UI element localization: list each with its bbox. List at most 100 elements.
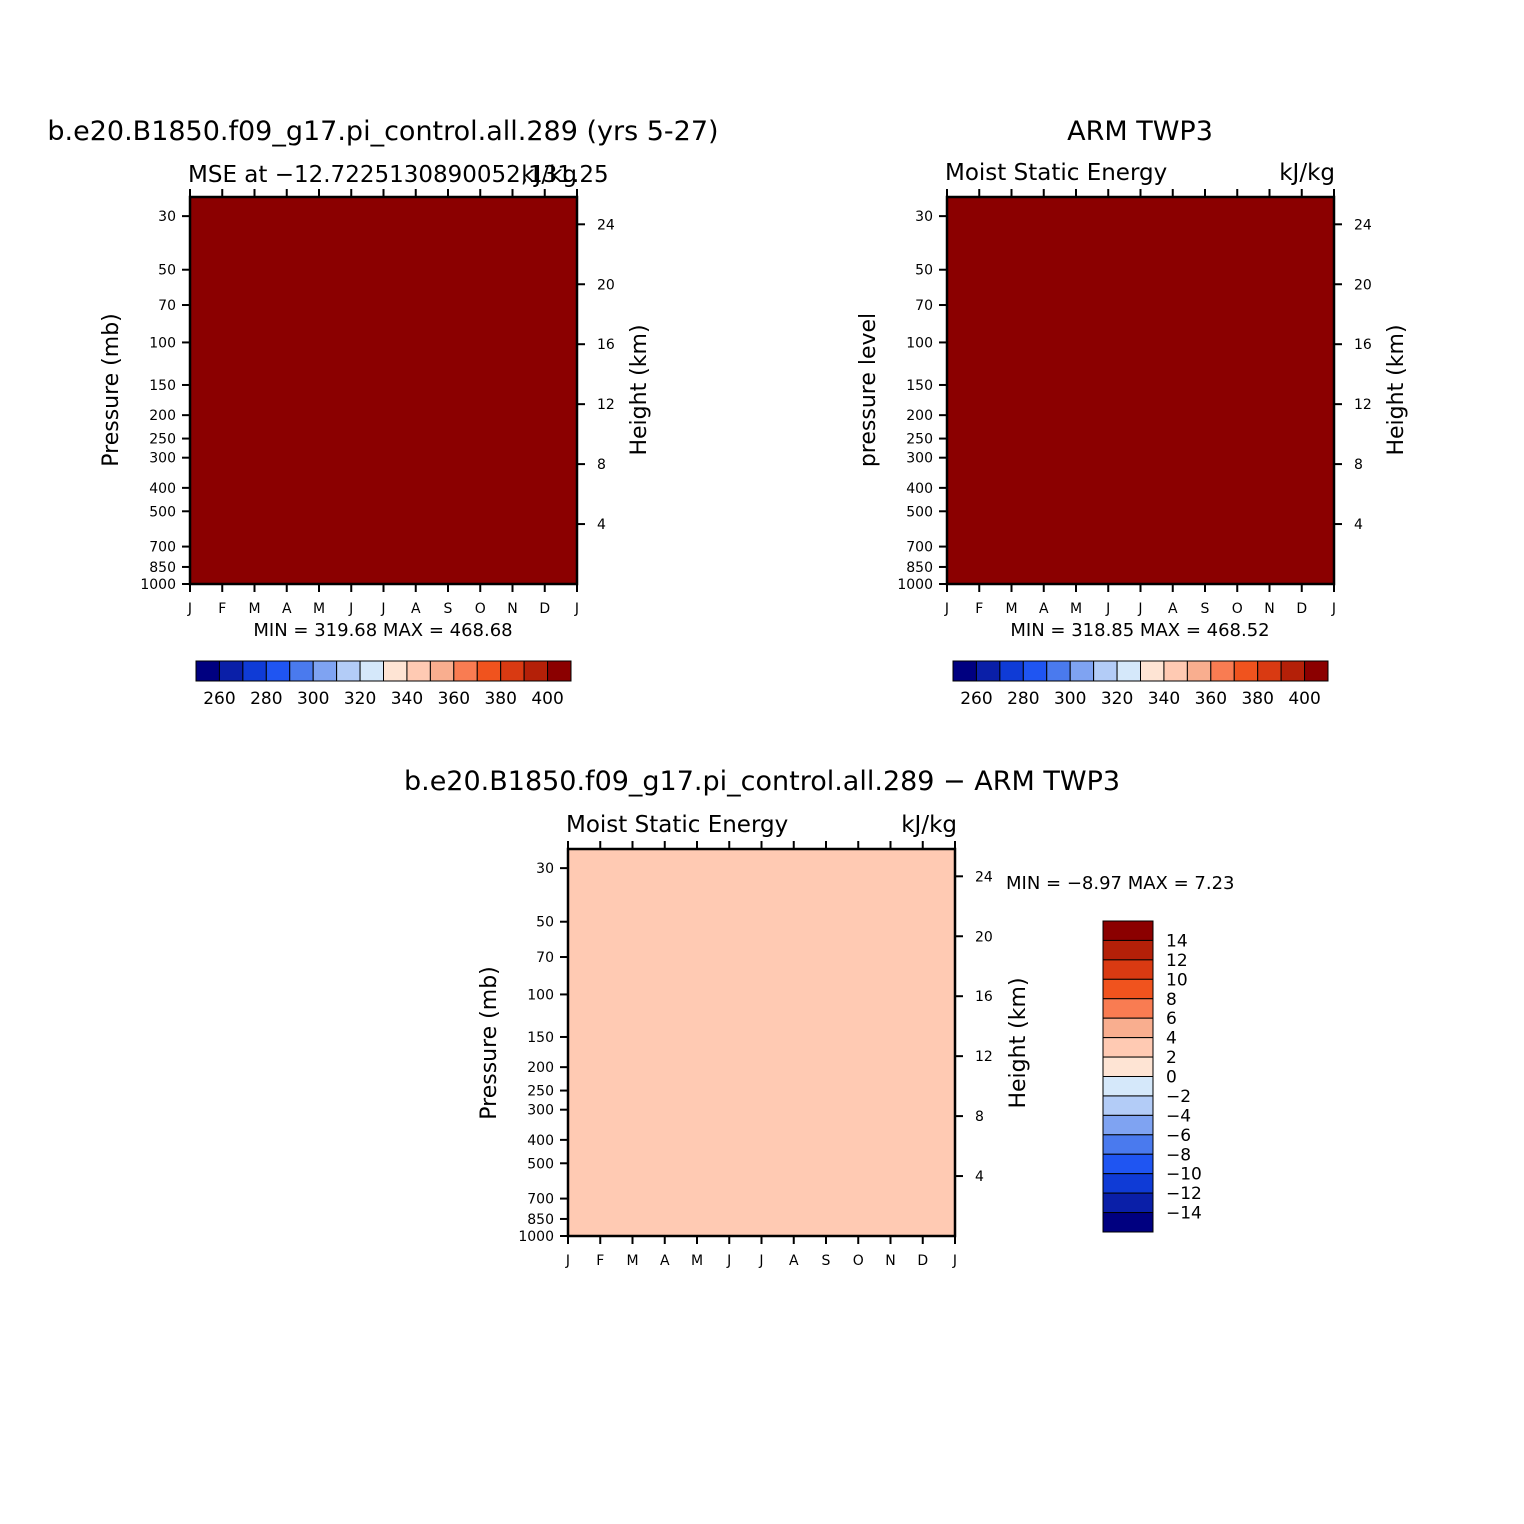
x-tick-label: A xyxy=(660,1253,670,1269)
y2-tick-label: 4 xyxy=(597,517,606,533)
colorbar-box xyxy=(218,660,244,682)
colorbar-box xyxy=(1046,660,1071,682)
y-tick-label: 30 xyxy=(158,209,176,225)
x-tick-label: O xyxy=(475,601,486,617)
colorbar-label: 400 xyxy=(1288,689,1320,709)
colorbar: 260 280 300 320 340 360 380 400 xyxy=(952,660,1329,709)
x-tick-label: N xyxy=(507,601,517,617)
y-tick-label: 500 xyxy=(906,504,933,520)
colorbar-box xyxy=(1102,1153,1154,1175)
x-tick-label: A xyxy=(1168,601,1178,617)
colorbar-label: 340 xyxy=(1148,689,1180,709)
x-tick-label: J xyxy=(1105,601,1110,617)
colorbar-label: −10 xyxy=(1166,1165,1202,1185)
y2-tick-label: 8 xyxy=(1354,457,1363,473)
x-tick-label: J xyxy=(1331,601,1336,617)
colorbar-label: 0 xyxy=(1166,1068,1177,1088)
colorbar-box xyxy=(1069,660,1095,682)
x-tick-label: D xyxy=(917,1253,928,1269)
colorbar-box xyxy=(1186,660,1212,682)
colorbar-box xyxy=(242,660,267,682)
panel-subtitle-right: kJ/kg xyxy=(901,812,957,838)
x-tick-label: M xyxy=(691,1253,703,1269)
colorbar-label: 320 xyxy=(344,689,376,709)
colorbar-label: 2 xyxy=(1166,1048,1177,1068)
y-tick-label: 50 xyxy=(536,915,554,931)
y2-axis-label: Height (km) xyxy=(627,324,652,455)
colorbar-label: −4 xyxy=(1166,1106,1191,1126)
y2-tick-label: 16 xyxy=(1354,337,1372,353)
colorbar-label: 12 xyxy=(1166,951,1188,971)
min-max-label: MIN = 319.68 MAX = 468.68 xyxy=(253,620,512,641)
colorbar-label: 380 xyxy=(484,689,516,709)
colorbar-box xyxy=(453,660,478,682)
colorbar-label: 340 xyxy=(391,689,423,709)
colorbar-label: 360 xyxy=(438,689,470,709)
y-tick-label: 70 xyxy=(536,950,554,966)
panel-subtitle-left: Moist Static Energy xyxy=(566,812,788,838)
colorbar-label: 400 xyxy=(531,689,563,709)
y-tick-label: 400 xyxy=(149,481,176,497)
colorbar-box xyxy=(1102,1173,1154,1194)
x-tick-label: M xyxy=(248,601,260,617)
colorbar-box xyxy=(999,660,1024,682)
x-tick-label: J xyxy=(187,601,192,617)
y2-tick-label: 20 xyxy=(1354,277,1372,293)
colorbar-box xyxy=(1102,959,1154,980)
y-tick-label: 150 xyxy=(527,1030,554,1046)
contour-plot: J F M A M J J A S O N D J 30 50 70 100 150 200 250 300 400 500… xyxy=(518,841,993,1269)
x-tick-label: M xyxy=(1005,601,1017,617)
y2-tick-label: 20 xyxy=(597,277,615,293)
y-tick-label: 50 xyxy=(158,263,176,279)
y-tick-label: 200 xyxy=(527,1060,554,1076)
colorbar-box xyxy=(1102,1037,1154,1058)
y-tick-label: 1000 xyxy=(897,577,933,593)
x-tick-label: M xyxy=(1070,601,1082,617)
colorbar-box xyxy=(1163,660,1188,682)
panel-subtitle-left: Moist Static Energy xyxy=(945,160,1167,186)
colorbar-box xyxy=(312,660,338,682)
x-tick-label: N xyxy=(1264,601,1274,617)
x-tick-label: F xyxy=(218,601,226,617)
colorbar-box xyxy=(336,660,361,682)
x-tick-label: J xyxy=(726,1253,731,1269)
colorbar-box xyxy=(476,660,502,682)
y-axis-label: pressure level xyxy=(856,313,881,467)
x-tick-label: J xyxy=(944,601,949,617)
y-tick-label: 500 xyxy=(149,504,176,520)
y-axis-label: Pressure (mb) xyxy=(477,966,502,1120)
x-tick-label: J xyxy=(574,601,579,617)
x-tick-label: J xyxy=(1137,601,1142,617)
colorbar-box xyxy=(1102,1056,1154,1077)
colorbar-label: −8 xyxy=(1166,1145,1191,1165)
contour-band-10 xyxy=(189,196,578,585)
y-tick-label: 150 xyxy=(906,378,933,394)
x-tick-label: A xyxy=(411,601,421,617)
colorbar-box xyxy=(1102,1017,1154,1039)
colorbar-box xyxy=(1102,1212,1154,1233)
x-tick-label: J xyxy=(380,601,385,617)
x-tick-label: S xyxy=(822,1253,831,1269)
y-tick-label: 850 xyxy=(527,1212,554,1228)
colorbar-box xyxy=(265,660,291,682)
x-tick-label: J xyxy=(952,1253,957,1269)
y2-tick-label: 8 xyxy=(597,457,606,473)
y-tick-label: 250 xyxy=(906,432,933,448)
colorbar-box xyxy=(1102,1192,1154,1214)
panel-title: ARM TWP3 xyxy=(1067,116,1213,147)
colorbar-box xyxy=(523,660,549,682)
y2-tick-label: 4 xyxy=(975,1169,984,1185)
min-max-label: MIN = 318.85 MAX = 468.52 xyxy=(1010,620,1269,641)
x-tick-label: A xyxy=(1039,601,1049,617)
colorbar-box xyxy=(359,660,384,682)
colorbar-label: 360 xyxy=(1195,689,1227,709)
colorbar-box xyxy=(1304,660,1329,682)
colorbar-label: 260 xyxy=(203,689,235,709)
y-tick-label: 250 xyxy=(149,432,176,448)
colorbar-box xyxy=(289,660,314,682)
colorbar-box xyxy=(1233,660,1259,682)
colorbar-box xyxy=(1102,998,1154,1019)
y2-tick-label: 24 xyxy=(975,869,993,885)
